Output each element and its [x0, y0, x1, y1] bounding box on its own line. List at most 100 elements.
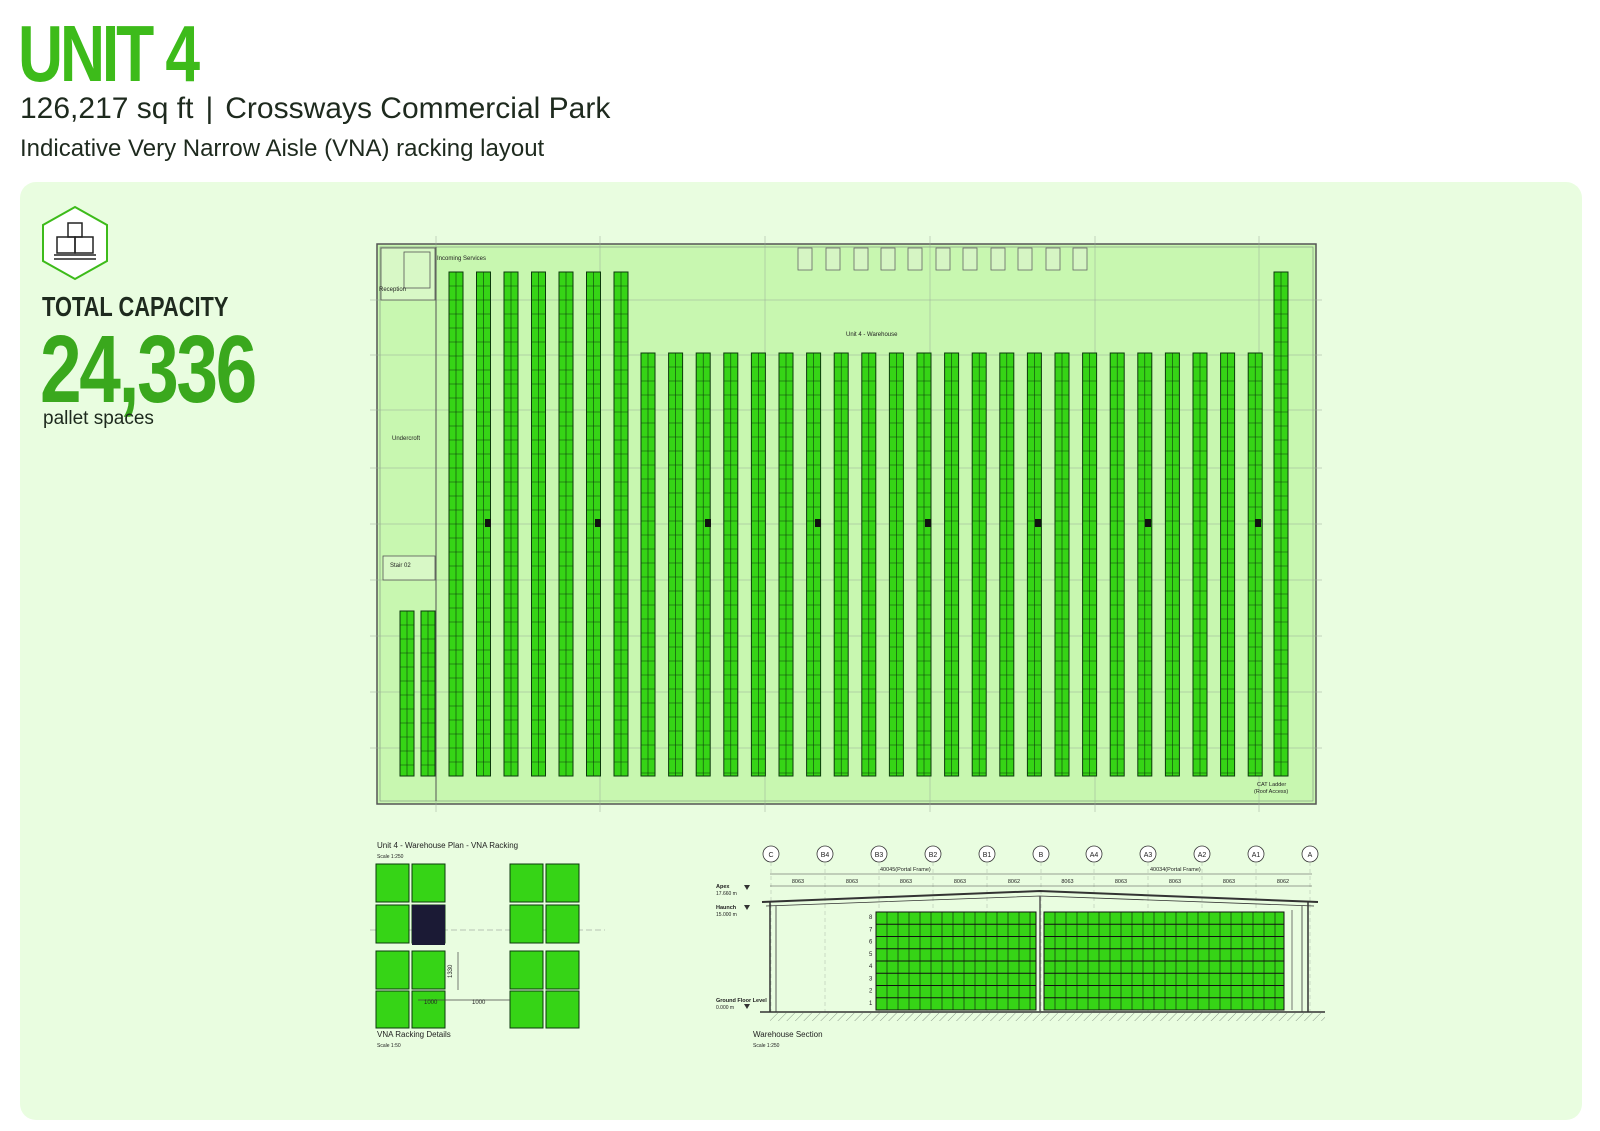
haunch-value: 15.000 m: [716, 912, 737, 918]
capacity-value: 24,336: [40, 316, 257, 423]
gridline-bubble: B1: [978, 845, 996, 1012]
label-undercroft: Undercroft: [392, 436, 420, 442]
detail-cell: [509, 950, 544, 990]
rack-row: [476, 271, 491, 777]
rack-row: [399, 610, 415, 777]
section-racking: [876, 912, 1284, 1010]
rack-row: [1220, 352, 1236, 777]
warehouse-plan: Incoming Services Reception Unit 4 - War…: [370, 236, 1322, 812]
detail-cell: [411, 990, 446, 1029]
detail-dim-a: 1000: [424, 1000, 438, 1006]
gridline-bubble: A: [1301, 845, 1319, 1012]
rack-row: [420, 610, 436, 777]
level-number: 8: [869, 915, 873, 921]
level-number: 7: [869, 927, 873, 933]
section-level-numbers: 8 7 6 5 4 3 2 1: [869, 915, 873, 1007]
detail-cell: [411, 950, 446, 990]
rack-row: [1054, 352, 1070, 777]
detail-cell: [375, 990, 410, 1029]
span-label: 8063: [900, 879, 912, 885]
level-number: 5: [869, 952, 873, 958]
label-stair: Stair 02: [390, 563, 411, 569]
gridline-bubble: B4: [816, 845, 834, 1012]
gridline-label: B1: [983, 852, 992, 859]
span-label: 8062: [1277, 879, 1289, 885]
gridline-label: B4: [821, 852, 830, 859]
capacity-label: TOTAL CAPACITY: [42, 291, 229, 322]
portal-left: 40045(Portal Frame): [880, 867, 931, 873]
warehouse-section: C B4 B3 B2 B1 B A4 A3 A2 A1 A 8063 8063 8063 8063 8062…: [716, 845, 1325, 1049]
span-label: 8063: [1061, 879, 1073, 885]
label-cat-ladder: CAT Ladder: [1257, 782, 1286, 788]
gridline-bubble: A4: [1085, 845, 1103, 1012]
label-warehouse: Unit 4 - Warehouse: [846, 332, 898, 338]
haunch-label: Haunch: [716, 905, 737, 911]
gridline-bubble: B: [1032, 845, 1050, 1012]
portal-right: 40034(Portal Frame): [1150, 867, 1201, 873]
level-number: 1: [869, 1001, 873, 1007]
gridline-label: A4: [1090, 852, 1099, 859]
page-tagline: Indicative Very Narrow Aisle (VNA) racki…: [20, 135, 545, 162]
rack-row: [558, 271, 574, 777]
rack-row: [888, 352, 904, 777]
level-number: 6: [869, 940, 873, 946]
detail-scale: Scale 1:50: [377, 1043, 401, 1049]
rack-row: [833, 352, 849, 777]
detail-cell: [509, 990, 544, 1029]
rack-row: [1273, 271, 1289, 777]
gridline-label: C: [768, 852, 773, 859]
column-markers: [485, 519, 1261, 527]
detail-caption: VNA Racking Details: [377, 1030, 451, 1039]
rack-row: [861, 352, 877, 777]
separator: |: [205, 92, 214, 125]
level-number: 2: [869, 989, 873, 995]
gridline-label: A1: [1252, 852, 1261, 859]
rack-row: [806, 352, 822, 777]
label-reception: Reception: [379, 287, 406, 293]
loading-doors: [797, 247, 1088, 271]
level-number: 4: [869, 964, 873, 970]
rack-row: [971, 352, 987, 777]
rack-row: [999, 352, 1015, 777]
gridline-label: B: [1039, 852, 1044, 859]
gridline-label: B3: [875, 852, 884, 859]
capacity-unit: pallet spaces: [43, 408, 154, 429]
span-label: 8062: [1008, 879, 1020, 885]
detail-dim-b: 1000: [472, 1000, 486, 1006]
rack-row: [640, 352, 656, 777]
gridline-bubble: A1: [1247, 845, 1265, 1012]
rack-row: [448, 271, 464, 777]
gridline-bubble: A2: [1193, 845, 1211, 1012]
rack-row: [503, 271, 519, 777]
gridline-label: A: [1308, 852, 1313, 859]
detail-cell: [545, 904, 580, 944]
gridline-bubble: B3: [870, 845, 888, 1012]
detail-dim-vertical: 1330: [448, 964, 454, 978]
rack-row: [1082, 352, 1098, 777]
rack-row: [1137, 352, 1153, 777]
detail-cell: [545, 863, 580, 903]
gridline-label: A3: [1144, 852, 1153, 859]
label-incoming-services: Incoming Services: [437, 256, 486, 262]
gridline-label: A2: [1198, 852, 1207, 859]
level-number: 3: [869, 976, 873, 982]
span-label: 8063: [1169, 879, 1181, 885]
rack-row: [695, 352, 711, 777]
span-label: 8063: [792, 879, 804, 885]
span-label: 8063: [1115, 879, 1127, 885]
section-gridlines: C B4 B3 B2 B1 B A4 A3 A2 A1 A: [762, 845, 1319, 1012]
rack-row: [1109, 352, 1125, 777]
rack-row: [613, 271, 629, 777]
location-text: Crossways Commercial Park: [225, 92, 611, 125]
ground-value: 0.000 m: [716, 1005, 734, 1011]
rack-row: [916, 352, 932, 777]
detail-racking-cells: [375, 863, 580, 1029]
rack-row: [944, 352, 960, 777]
gridline-bubble: C: [762, 845, 780, 1012]
gridline-label: B2: [929, 852, 938, 859]
gridline-bubble: B2: [924, 845, 942, 1012]
detail-cell: [545, 990, 580, 1029]
rack-row: [531, 271, 546, 777]
rack-row: [1026, 352, 1042, 777]
